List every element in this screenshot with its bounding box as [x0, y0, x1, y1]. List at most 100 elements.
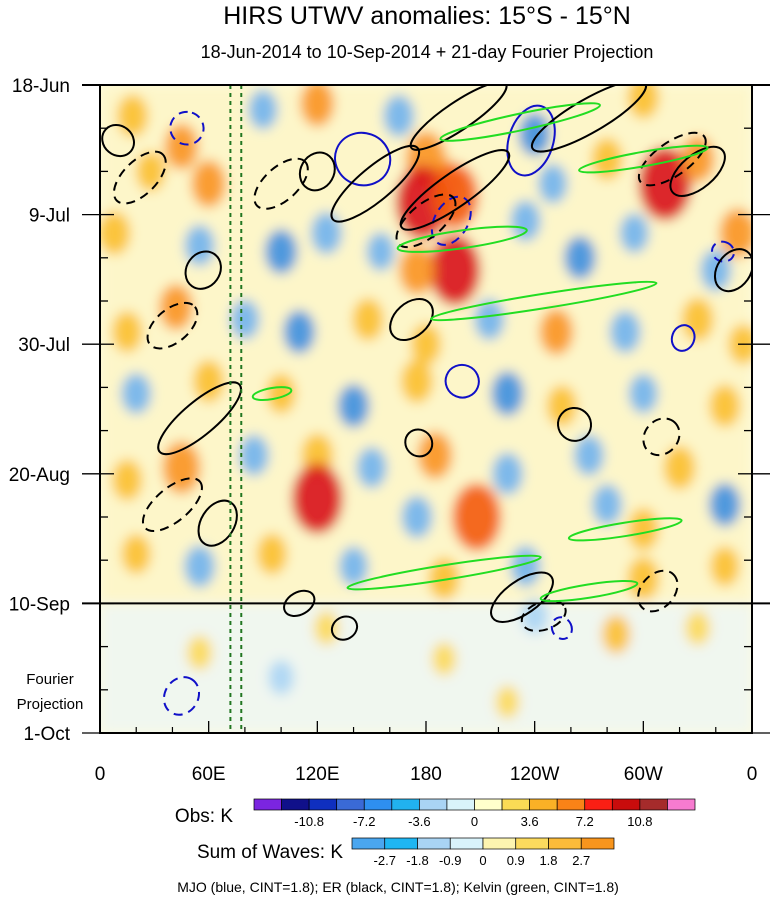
obs-colorbar-swatch — [391, 798, 420, 811]
anomaly-blob — [628, 508, 659, 551]
mjo-negative-contour — [162, 676, 201, 716]
er-negative-contour — [141, 477, 203, 533]
x-tick-label: 120E — [295, 764, 339, 785]
anomaly-blob — [431, 642, 457, 676]
er-positive-contour — [184, 250, 222, 290]
waves-colorbar-swatch — [384, 837, 418, 850]
anomaly-blob — [510, 200, 541, 242]
waves-colorbar-tick-label: 2.7 — [572, 853, 590, 868]
anomaly-blob — [193, 360, 224, 403]
anomaly-blob — [239, 434, 269, 476]
er-negative-contour — [637, 569, 679, 613]
kelvin-positive-contour — [396, 225, 528, 253]
obs-colorbar-swatch — [556, 798, 586, 811]
er-negative-contour — [637, 131, 707, 187]
anomaly-blob — [709, 384, 741, 427]
kelvin-positive-contour — [567, 517, 683, 542]
waves-colorbar-swatch — [449, 837, 484, 850]
anomaly-blob — [627, 85, 659, 119]
er-positive-contour — [330, 144, 421, 223]
anomaly-blob — [184, 225, 215, 266]
anomaly-blob — [191, 160, 226, 208]
obs-colorbar-swatch — [611, 798, 641, 811]
x-tick-label: 60W — [624, 764, 663, 785]
waves-colorbar-label: Sum of Waves: K — [197, 842, 343, 863]
obs-colorbar-swatch — [639, 798, 668, 811]
x-tick-label: 120W — [510, 764, 560, 785]
waves-colorbar-swatch — [580, 837, 615, 850]
anomaly-blob — [356, 447, 387, 488]
anomaly-blob — [539, 309, 573, 355]
anomaly-blob — [314, 611, 339, 646]
anomaly-blob — [709, 483, 741, 527]
x-tick-label: 0 — [747, 764, 758, 785]
x-tick-label: 0 — [95, 764, 106, 785]
waves-colorbar-tick-label: -0.9 — [439, 853, 461, 868]
er-negative-contour — [395, 193, 457, 249]
anomaly-blob — [474, 299, 505, 340]
anomaly-blob — [491, 371, 524, 416]
obs-colorbar-tick-label: -3.6 — [408, 814, 430, 829]
anomaly-blob — [401, 359, 433, 403]
anomaly-blob — [383, 94, 415, 137]
anomaly-blob — [399, 245, 435, 295]
er-negative-contour — [112, 150, 167, 205]
anomaly-blob — [418, 431, 453, 479]
anomaly-blob — [337, 384, 370, 428]
anomaly-blob — [268, 660, 294, 695]
chart-title: HIRS UTWV anomalies: 15°S - 15°N — [223, 2, 631, 30]
er-negative-contour — [520, 599, 567, 632]
er-negative-contour — [253, 157, 309, 210]
er-positive-contour — [713, 248, 752, 293]
waves-colorbar-tick-label: 1.8 — [539, 853, 557, 868]
anomaly-blob — [121, 534, 151, 574]
anomaly-blob — [627, 557, 659, 601]
anomaly-blob — [117, 94, 148, 137]
y-tick-label: 30-Jul — [18, 335, 70, 356]
mjo-positive-contour — [506, 104, 556, 177]
mjo-positive-contour — [670, 324, 696, 352]
obs-colorbar-swatch — [336, 798, 365, 811]
kelvin-positive-contour — [578, 144, 709, 174]
projection-label-line2: Projection — [17, 696, 84, 713]
anomaly-blob — [112, 459, 142, 501]
er-positive-contour — [389, 297, 434, 342]
obs-colorbar-tick-label: 10.8 — [627, 814, 652, 829]
anomaly-blob — [248, 89, 278, 130]
obs-colorbar-tick-label: 7.2 — [576, 814, 594, 829]
anomaly-blob — [710, 546, 740, 587]
er-positive-contour — [556, 406, 593, 442]
er-positive-contour — [101, 124, 135, 158]
anomaly-blob — [685, 610, 711, 646]
anomaly-blob — [682, 297, 714, 342]
plot-area — [100, 85, 752, 733]
y-tick-label: 1-Oct — [24, 724, 71, 745]
anomaly-blob — [492, 452, 523, 495]
y-tick-label: 9-Jul — [29, 206, 70, 227]
waves-colorbar-swatch — [515, 837, 549, 850]
anomaly-blob — [628, 373, 658, 414]
anomaly-blob — [610, 310, 641, 353]
mjo-positive-contour — [334, 131, 392, 187]
anomaly-blob — [538, 163, 568, 204]
anomaly-blob — [574, 434, 604, 476]
y-tick-label: 10-Sep — [9, 594, 70, 615]
anomaly-blob — [112, 311, 142, 353]
kelvin-positive-contour — [251, 386, 293, 402]
x-tick-label: 180 — [410, 764, 442, 785]
er-positive-contour — [490, 571, 554, 623]
er-positive-contour — [399, 149, 511, 231]
anomaly-blob — [121, 373, 152, 414]
anomaly-blob — [663, 446, 696, 490]
anomaly-blob — [184, 545, 215, 588]
obs-colorbar-swatch — [308, 798, 338, 811]
anomaly-blob — [164, 123, 199, 170]
er-positive-contour — [283, 589, 316, 618]
reference-longitude-lines — [229, 85, 243, 733]
y-tick-label: 18-Jun — [12, 76, 70, 97]
anomaly-blob — [431, 163, 479, 229]
mjo-negative-contour — [169, 110, 205, 146]
er-positive-contour — [157, 381, 242, 456]
anomaly-blob — [429, 234, 481, 306]
er-positive-contour — [404, 428, 434, 458]
